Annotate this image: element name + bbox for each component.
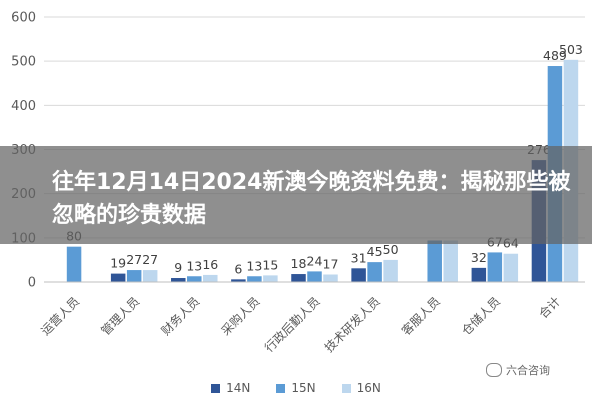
bar-15N: [187, 276, 202, 282]
data-label: 13: [246, 258, 262, 273]
chart-legend: 14N 15N 16N: [0, 381, 592, 395]
data-label: 18: [291, 256, 307, 271]
bar-14N: [171, 278, 186, 282]
bar-16N: [503, 253, 519, 282]
data-label: 27: [126, 252, 142, 267]
x-tick-label: 行政后勤人员: [262, 294, 323, 355]
bar-16N: [263, 275, 278, 282]
data-label: 45: [367, 244, 383, 259]
data-label: 13: [186, 258, 202, 273]
data-label: 6: [234, 261, 242, 276]
x-tick-label: 采购人员: [218, 294, 263, 339]
bar-14N: [231, 279, 246, 282]
data-label: 24: [307, 253, 323, 268]
x-tick-label: 仓储人员: [458, 294, 503, 339]
x-tick-label: 运营人员: [38, 294, 82, 338]
bar-16N: [323, 274, 338, 282]
bar-14N: [110, 273, 126, 282]
data-label: 31: [351, 250, 367, 265]
bar-16N: [142, 270, 158, 282]
bar-14N: [291, 274, 306, 282]
data-label: 503: [559, 42, 583, 57]
bar-16N: [383, 259, 398, 282]
y-tick-label: 400: [11, 99, 36, 114]
bar-15N: [66, 246, 82, 282]
data-label: 16: [202, 257, 218, 272]
bar-15N: [427, 240, 442, 282]
data-label: 489: [543, 48, 567, 63]
y-tick-label: 600: [11, 11, 36, 26]
bar-16N: [443, 240, 458, 282]
watermark-text: 六合咨询: [506, 364, 550, 377]
data-label: 9: [174, 260, 182, 275]
watermark: 六合咨询: [486, 362, 550, 378]
legend-swatch: [341, 383, 351, 393]
legend-label: 14N: [226, 381, 251, 395]
legend-item: 14N: [211, 381, 250, 395]
x-tick-label: 财务人员: [158, 294, 203, 339]
bar-15N: [126, 270, 142, 282]
legend-swatch: [276, 383, 286, 393]
data-label: 27: [142, 252, 158, 267]
banner-title: 往年12月14日2024新澳今晚资料免费：揭秘那些被忽略的珍贵数据: [52, 170, 571, 228]
bar-14N: [351, 268, 366, 282]
bar-15N: [307, 271, 322, 282]
data-label: 50: [383, 242, 399, 257]
data-label: 32: [471, 250, 487, 265]
legend-swatch: [211, 383, 221, 393]
x-tick-label: 合计: [535, 294, 563, 322]
legend-label: 15N: [291, 381, 316, 395]
y-tick-label: 500: [11, 55, 36, 70]
x-tick-label: 客服人员: [398, 294, 443, 339]
data-label: 15: [262, 257, 278, 272]
bar-15N: [487, 252, 503, 282]
bar-14N: [471, 267, 487, 282]
data-label: 17: [323, 256, 339, 271]
bar-15N: [367, 262, 382, 282]
legend-label: 16N: [356, 381, 381, 395]
title-banner: [0, 146, 592, 244]
bar-15N: [247, 276, 262, 282]
x-tick-label: 管理人员: [98, 294, 143, 339]
x-tick-label: 技术研发人员: [321, 294, 383, 356]
bar-16N: [203, 274, 218, 282]
legend-item: 15N: [276, 381, 316, 395]
wechat-icon: [486, 363, 502, 377]
y-tick-label: 0: [28, 276, 36, 291]
data-label: 19: [110, 256, 126, 271]
legend-item: 16N: [341, 381, 381, 395]
